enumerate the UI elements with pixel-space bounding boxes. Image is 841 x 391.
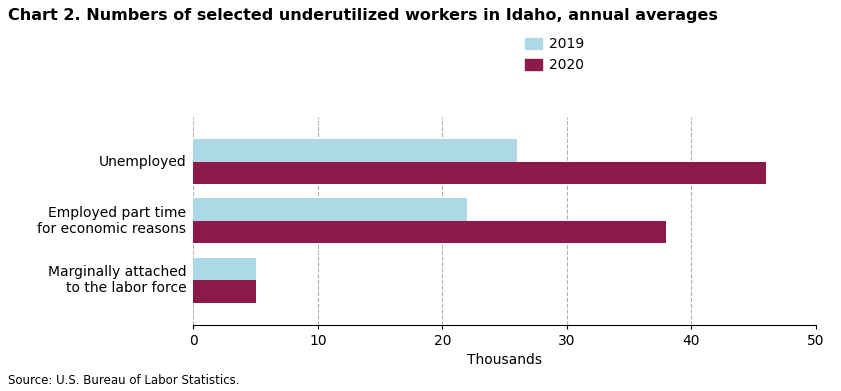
Legend: 2019, 2020: 2019, 2020 <box>525 37 584 72</box>
Bar <box>193 198 468 221</box>
Bar <box>193 221 666 244</box>
Bar <box>193 162 766 184</box>
Bar <box>193 280 256 303</box>
Text: Chart 2. Numbers of selected underutilized workers in Idaho, annual averages: Chart 2. Numbers of selected underutiliz… <box>8 8 718 23</box>
Bar <box>193 139 517 162</box>
Bar <box>193 258 256 280</box>
X-axis label: Thousands: Thousands <box>467 353 542 367</box>
Text: Source: U.S. Bureau of Labor Statistics.: Source: U.S. Bureau of Labor Statistics. <box>8 374 240 387</box>
